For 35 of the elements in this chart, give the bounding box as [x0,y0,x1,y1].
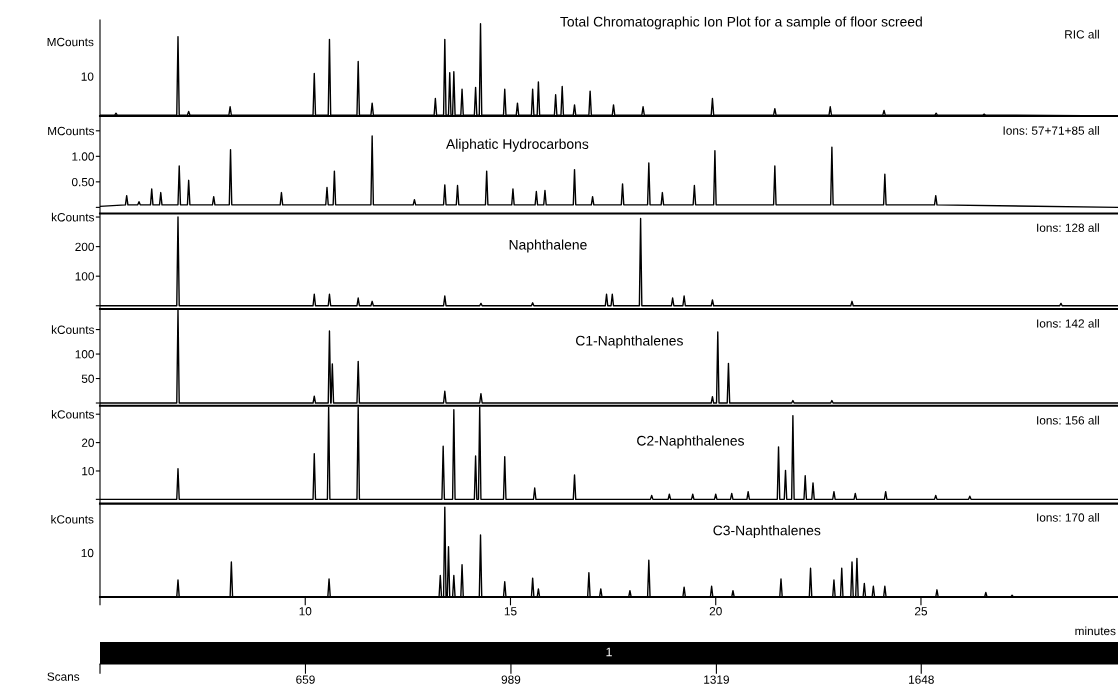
y-tick-label: MCounts [48,126,95,136]
y-tick-label: 100 [75,272,94,281]
y-tick-label: kCounts [51,409,95,419]
annotation: Ions: 170 all [1037,513,1099,522]
y-tick-label: 20 [81,438,94,447]
y-tick-label: 10 [82,467,94,476]
annotation: Ions: 142 all [1037,318,1099,328]
text: Aliphatic Hydrocarbons [446,138,589,152]
x2-tick-label: 1648 [909,675,934,684]
x2-tick-label: 989 [501,675,521,684]
y-tick-label: kCounts [51,212,95,222]
y-tick-label: 100 [75,350,94,359]
text: Naphthalene [509,239,587,253]
text: C3-Naphthalenes [713,525,821,539]
annotation: Ions: 57+71+85 all [1003,126,1099,135]
x-axis-title: minutes [1075,626,1116,636]
x2-axis-title: Scans [47,672,80,681]
x-tick-label: 15 [504,607,517,616]
x2-tick-label: 1319 [704,675,729,684]
x-tick-label: 10 [299,607,312,616]
annotation: RIC all [1065,29,1099,39]
y-tick-label: 50 [81,374,94,383]
text: C1-Naphthalenes [576,335,683,349]
annotation: Ions: 156 all [1037,415,1099,425]
y-tick-label: kCounts [51,325,95,334]
text: C2-Naphthalenes [637,435,744,449]
chart-title: Total Chromatographic Ion Plot for a sample of floor screed [560,16,922,30]
x-tick-label: 20 [709,607,722,616]
x-tick-label: 25 [915,607,928,616]
text: 1 [606,647,612,657]
annotation: Ions: 128 all [1037,223,1099,232]
y-tick-label: 0.50 [71,177,94,187]
y-tick-label: 1.00 [72,152,94,161]
y-tick-label: 200 [75,242,94,252]
x2-tick-label: 659 [296,675,315,684]
